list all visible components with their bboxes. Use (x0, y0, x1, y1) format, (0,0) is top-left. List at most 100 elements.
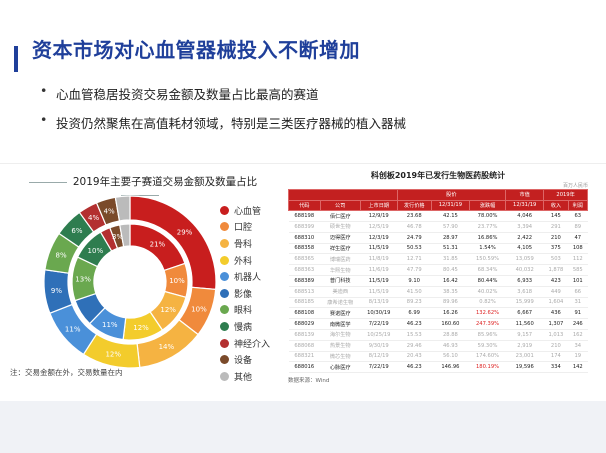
chart-note: 注：交易金额在外，交易数量在内 (10, 368, 123, 377)
table-cell: 46.23 (397, 318, 432, 330)
table-group-header (288, 189, 398, 201)
table-row: 688321 微芯生物 8/12/19 20.43 56.10 174.60% 23,001… (288, 351, 588, 363)
table-cell: 585 (568, 264, 588, 276)
table-cell: 6.99 (397, 307, 432, 320)
table-cell: 16.26 (431, 307, 470, 320)
table-source: 数据来源：Wind (288, 378, 330, 385)
table-cell: 449 (543, 286, 569, 298)
table-cell: 142 (568, 361, 588, 374)
table-cell: 博瑞医药 (320, 253, 361, 266)
table-cell: 688029 (288, 318, 321, 330)
table-cell: 247.39% (469, 318, 506, 330)
table-cell: 160.60 (431, 318, 470, 330)
table-cell: 15,999 (505, 297, 544, 309)
table-cell: 688399 (288, 221, 321, 233)
table-cell: 12/5/19 (360, 221, 398, 233)
table-cell: 688363 (288, 264, 321, 276)
table-cell: 1.54% (469, 243, 506, 255)
table-cell: 4,105 (505, 243, 544, 255)
table-cell: 688358 (288, 243, 321, 255)
legend-label: 心血管 (234, 206, 262, 217)
table-cell: 8/12/19 (360, 351, 398, 363)
table-cell: 688016 (288, 361, 321, 374)
legend-item: 骨科 (220, 235, 270, 252)
donut-data-label: 12% (133, 324, 149, 332)
legend-label: 其他 (234, 372, 253, 383)
bullet-list: 心血管稳居投资交易金额及数量占比最高的赛道 投资仍然聚焦在高值耗材领域，特别是三… (40, 83, 580, 142)
table-cell: 11/5/19 (360, 243, 398, 255)
table-cell: 132.62% (469, 307, 506, 320)
table-cell: 3,394 (505, 221, 544, 233)
legend-swatch (220, 305, 229, 315)
donut-data-label: 8% (55, 252, 66, 260)
legend-label: 外科 (234, 256, 253, 267)
table-cell: 46.78 (397, 221, 432, 233)
table-cell: 2,919 (505, 340, 544, 352)
table-cell: 12.71 (397, 253, 432, 266)
table-cell: 63 (568, 210, 588, 222)
donut-data-label: 12% (105, 351, 121, 359)
table-cell: 503 (543, 253, 569, 266)
table-cell: 108 (568, 243, 588, 255)
donut-data-label: 9% (51, 287, 62, 295)
table-cell: 11/8/19 (360, 253, 398, 266)
table-cell: 50.53 (397, 243, 432, 255)
table-cell: 162 (568, 329, 588, 341)
table-cell: 41.50 (397, 286, 432, 298)
table-cell: 80.45 (431, 264, 470, 276)
table-cell: 心脉医疗 (320, 361, 361, 374)
legend-item: 机器人 (220, 268, 270, 285)
legend-swatch (220, 222, 229, 232)
table-column-header: 上市日期 (359, 199, 398, 212)
table-cell: 145 (543, 210, 569, 222)
legend-swatch (220, 371, 229, 381)
table-cell: 6,933 (505, 275, 544, 287)
table-cell: 40.02% (469, 286, 506, 298)
table-title: 科创板2019年已发行生物医药股统计 (370, 171, 506, 180)
table-cell: 688321 (288, 351, 321, 363)
table-cell: 89.96 (431, 297, 470, 309)
slide-title: 资本市场对心血管器械投入不断增加 (32, 38, 360, 62)
table-row: 688068 热景生物 9/30/19 29.46 46.93 59.30% 2,919 21… (288, 340, 588, 352)
table-cell: 1,307 (543, 318, 569, 330)
table-cell: 89.23 (397, 297, 432, 309)
table-cell: 688139 (288, 329, 321, 341)
legend-label: 机器人 (234, 273, 262, 284)
table-cell: 57.90 (431, 221, 470, 233)
legend-label: 影像 (234, 289, 253, 300)
legend-swatch (220, 321, 229, 331)
legend-swatch (220, 205, 229, 215)
table-cell: 16.86% (469, 232, 506, 244)
table-cell: 246 (568, 318, 588, 330)
stock-table-panel: 科创板2019年已发行生物医药股统计 百万人民币 股价 市值 2019年 代码 公司 上市… (288, 170, 589, 385)
table-cell: 16.42 (431, 275, 470, 287)
legend-item: 口腔 (220, 219, 270, 236)
table-cell: 210 (543, 232, 569, 244)
table-column-header: 收入 (543, 199, 569, 212)
table-cell: 174 (543, 351, 569, 363)
table-cell: 29.46 (397, 340, 432, 352)
table-cell: 291 (543, 221, 569, 233)
legend-swatch (220, 238, 229, 248)
table-cell: 56.10 (431, 351, 470, 363)
donut-data-label: 11% (65, 325, 81, 333)
table-cell: 微芯生物 (320, 351, 361, 363)
table-cell: 688185 (288, 297, 321, 309)
table-group-header: 2019年 (543, 189, 588, 201)
table-cell: 20.43 (397, 351, 432, 363)
table-row: 688185 康希诺生物 8/13/19 89.23 89.96 0.82% 15,999 1… (288, 297, 588, 309)
donut-data-label: 10% (88, 247, 104, 255)
table-cell: 180.19% (469, 361, 506, 374)
legend-item: 外科 (220, 252, 270, 269)
table-cell: 59.30% (469, 340, 506, 352)
table-cell: 91 (568, 307, 588, 320)
table-cell: 80.44% (469, 275, 506, 287)
legend-swatch (220, 338, 229, 348)
table-column-header: 12/31/19 (505, 199, 545, 212)
table-row: 688389 普门科技 11/5/19 9.10 16.42 80.44% 6,933 423… (288, 275, 588, 287)
table-cell: 11/5/19 (360, 275, 398, 287)
legend-item: 心血管 (220, 202, 270, 219)
donut-data-label: 29% (177, 228, 193, 236)
table-cell: 19,596 (505, 361, 544, 374)
